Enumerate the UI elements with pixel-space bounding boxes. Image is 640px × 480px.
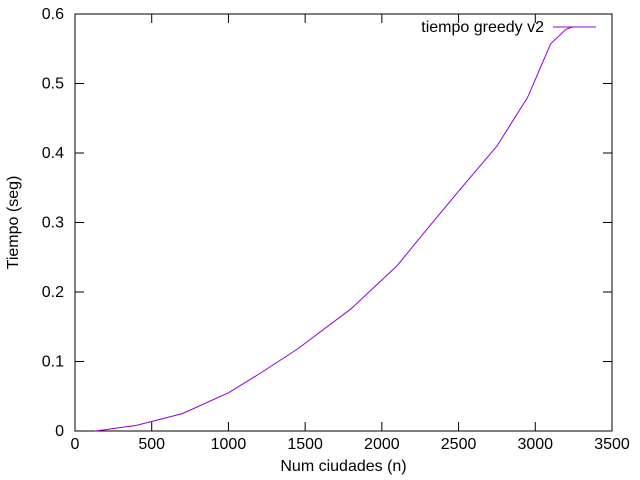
y-tick-label: 0.4 — [42, 145, 64, 162]
x-tick-label: 1000 — [211, 436, 247, 453]
x-tick-label: 3000 — [517, 436, 553, 453]
tick-labels-layer: 0 500 1000 1500 2000 2500 3000 3500 0 0.1 0.2 0.3 0.… — [42, 6, 630, 453]
plot-frame — [74, 13, 613, 432]
x-tick-label: 2500 — [441, 436, 477, 453]
x-tick-label: 500 — [138, 436, 165, 453]
series-line — [94, 26, 574, 432]
y-tick-label: 0.3 — [42, 215, 64, 232]
y-tick-label: 0.6 — [42, 6, 64, 23]
y-tick-label: 0.5 — [42, 76, 64, 93]
x-tick-label: 0 — [71, 436, 80, 453]
y-tick-label: 0.2 — [42, 284, 64, 301]
legend: tiempo greedy v2 — [421, 19, 596, 36]
x-tick-label: 1500 — [287, 436, 323, 453]
y-tick-label: 0 — [55, 423, 64, 440]
series-layer — [94, 26, 574, 432]
x-tick-label: 2000 — [364, 436, 400, 453]
x-axis-label: Num ciudades (n) — [280, 458, 406, 475]
x-tick-label: 3500 — [594, 436, 630, 453]
y-axis-label: Tiempo (seg) — [5, 176, 22, 270]
legend-label: tiempo greedy v2 — [421, 19, 544, 36]
y-tick-label: 0.1 — [42, 354, 64, 371]
